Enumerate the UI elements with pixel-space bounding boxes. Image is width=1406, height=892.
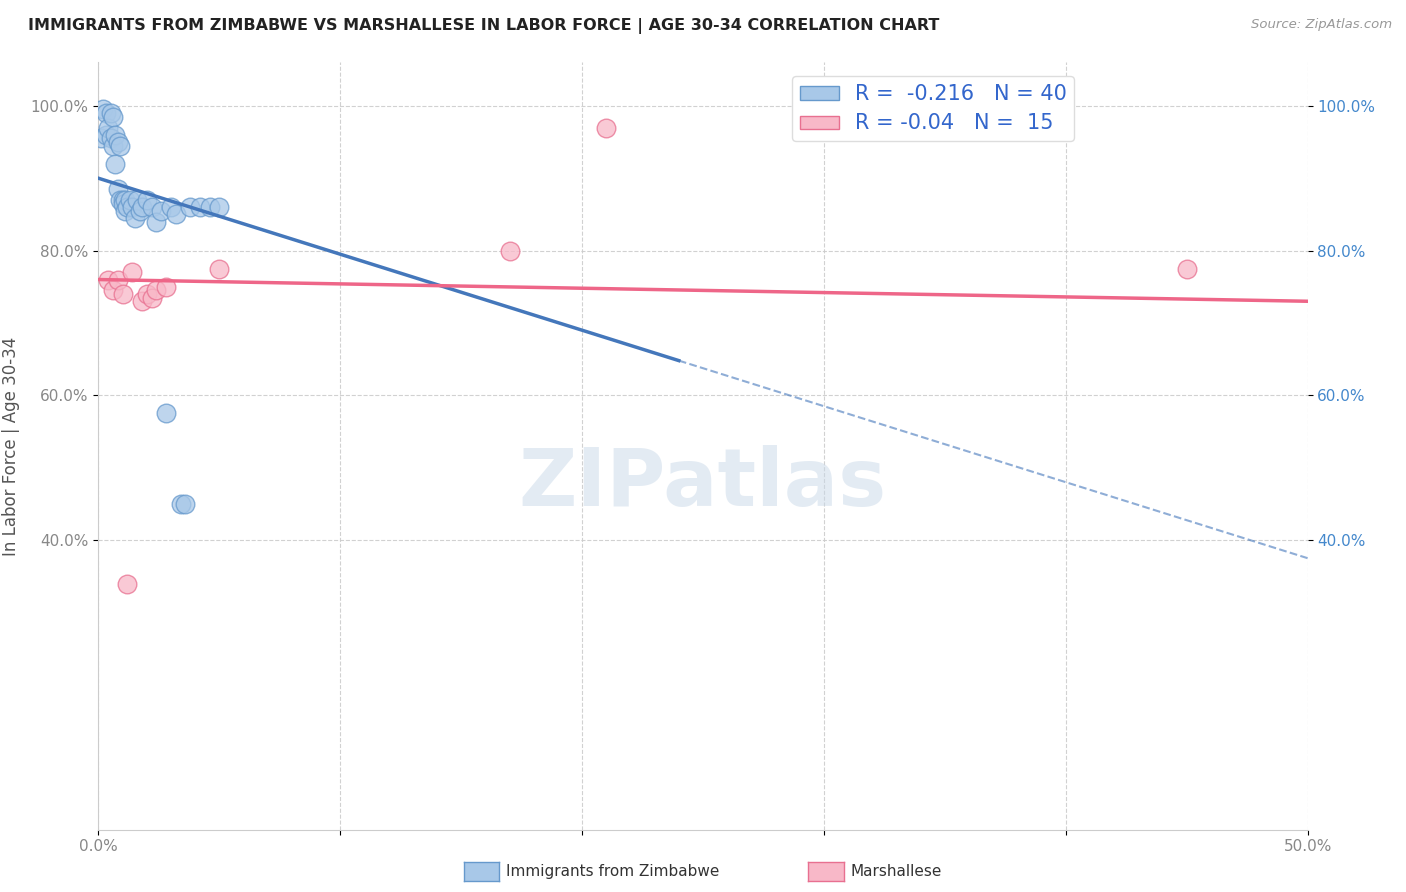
Point [104, 128, 127, 142]
Point [101, 138, 124, 153]
Point [97, 272, 120, 286]
Text: Immigrants from Zimbabwe: Immigrants from Zimbabwe [506, 864, 720, 879]
Point [111, 193, 134, 207]
Point [131, 294, 153, 309]
Point [100, 106, 122, 120]
Point [118, 193, 141, 207]
Point [94, 106, 117, 120]
Point [1175, 261, 1198, 276]
Point [155, 280, 177, 294]
Point [107, 182, 129, 196]
Point [208, 200, 231, 214]
Point [131, 200, 153, 214]
Point [107, 135, 129, 149]
Point [135, 193, 157, 207]
Point [135, 287, 157, 301]
Point [141, 200, 163, 214]
Point [114, 203, 136, 218]
Point [114, 193, 136, 207]
Point [174, 497, 197, 511]
Point [150, 203, 173, 218]
Y-axis label: In Labor Force | Age 30-34: In Labor Force | Age 30-34 [1, 336, 20, 556]
Point [860, 106, 883, 120]
Point [188, 200, 211, 214]
Point [127, 193, 149, 207]
Point [165, 207, 187, 221]
Point [141, 291, 163, 305]
Point [160, 200, 183, 214]
Point [100, 131, 122, 145]
Point [104, 157, 127, 171]
Point [91, 103, 114, 117]
Point [145, 214, 167, 228]
Point [498, 244, 520, 258]
Point [595, 120, 617, 135]
Legend: R =  -0.216   N = 40, R = -0.04   N =  15: R = -0.216 N = 40, R = -0.04 N = 15 [793, 76, 1074, 141]
Point [108, 193, 131, 207]
Point [208, 261, 231, 276]
Point [198, 200, 221, 214]
Point [111, 196, 134, 211]
Text: Marshallese: Marshallese [851, 864, 942, 879]
Point [179, 200, 201, 214]
Point [169, 497, 191, 511]
Point [121, 265, 143, 279]
Point [128, 203, 150, 218]
Point [121, 200, 143, 214]
Point [108, 138, 131, 153]
Point [97, 120, 120, 135]
Point [117, 576, 139, 591]
Point [107, 272, 129, 286]
Point [94, 128, 117, 142]
Text: IMMIGRANTS FROM ZIMBABWE VS MARSHALLESE IN LABOR FORCE | AGE 30-34 CORRELATION C: IMMIGRANTS FROM ZIMBABWE VS MARSHALLESE … [28, 18, 939, 34]
Point [155, 406, 177, 420]
Point [124, 211, 146, 225]
Point [145, 284, 167, 298]
Point [90, 131, 112, 145]
Point [101, 284, 124, 298]
Point [117, 200, 139, 214]
Point [111, 287, 134, 301]
Text: ZIPatlas: ZIPatlas [519, 445, 887, 524]
Point [101, 110, 124, 124]
Text: Source: ZipAtlas.com: Source: ZipAtlas.com [1251, 18, 1392, 31]
